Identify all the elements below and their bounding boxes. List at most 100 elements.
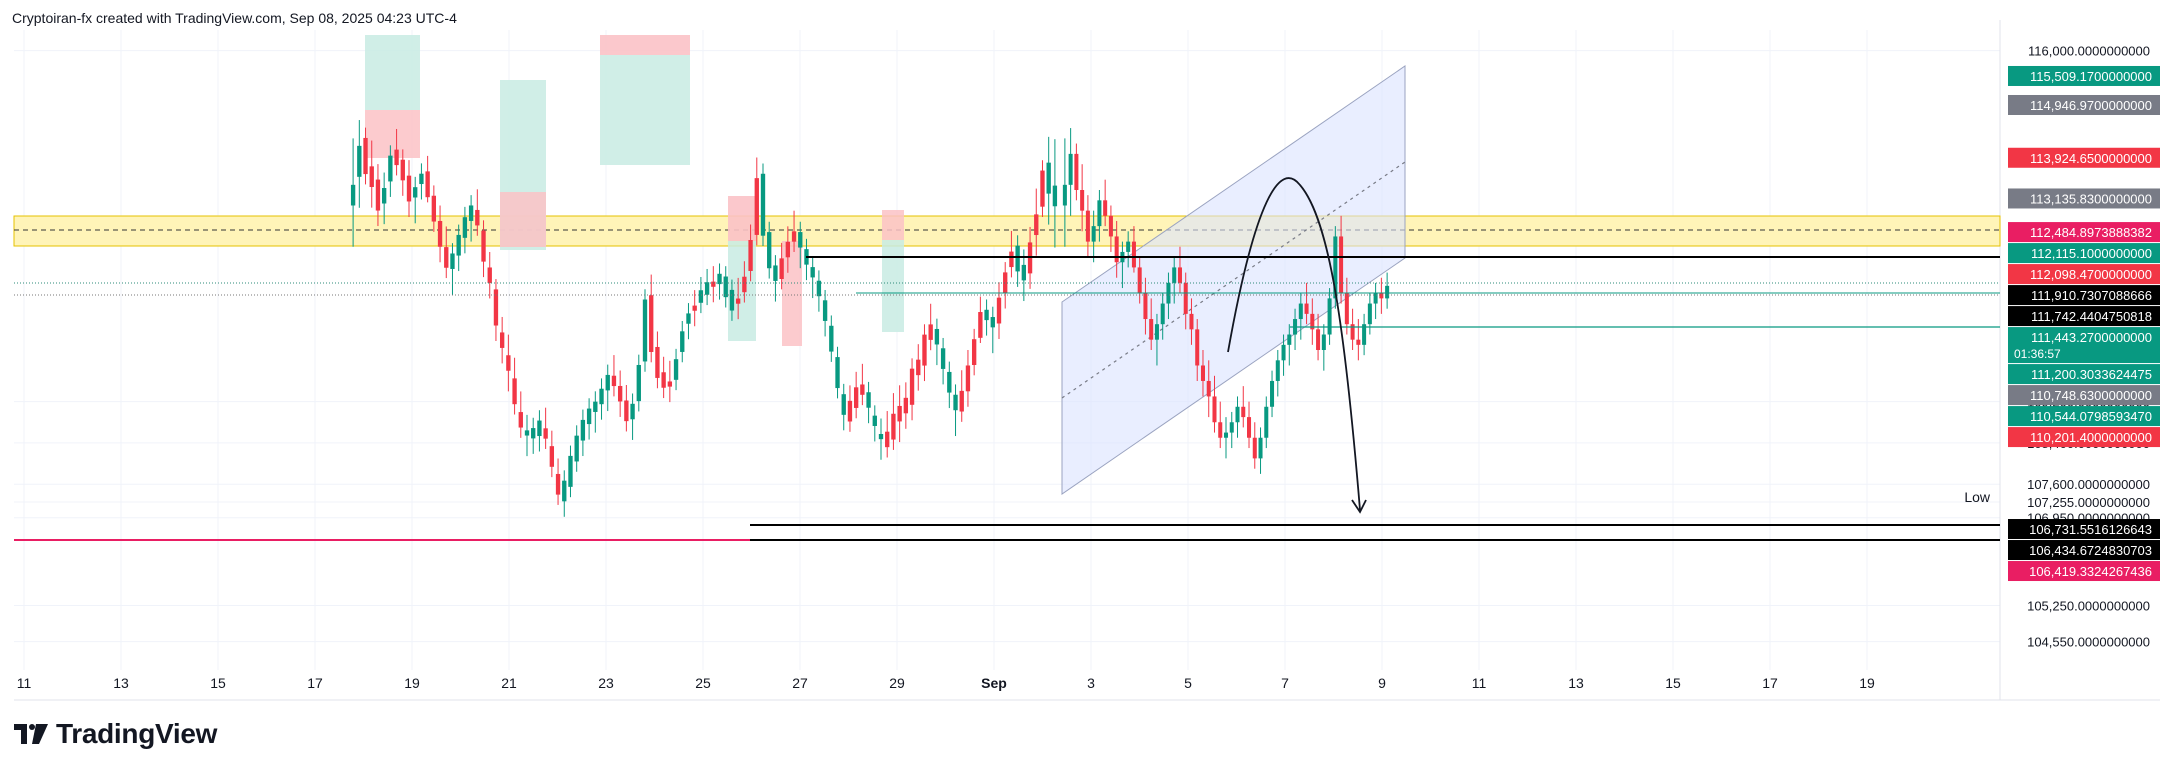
candle[interactable]	[767, 221, 772, 279]
candle[interactable]	[661, 356, 666, 399]
candle[interactable]	[1229, 411, 1234, 449]
candle[interactable]	[1379, 277, 1384, 314]
candle[interactable]	[878, 418, 884, 460]
candle[interactable]	[1131, 226, 1136, 273]
candle[interactable]	[1062, 138, 1067, 247]
candle[interactable]	[829, 315, 834, 362]
candle[interactable]	[1258, 427, 1263, 474]
candle[interactable]	[959, 370, 964, 422]
candle[interactable]	[847, 385, 853, 432]
price-label-badge[interactable]: 114,946.9700000000	[2008, 94, 2160, 115]
candle[interactable]	[1275, 350, 1280, 397]
price-label-badge[interactable]: 115,509.1700000000	[2008, 65, 2160, 86]
candle[interactable]	[562, 470, 567, 517]
candle[interactable]	[773, 255, 778, 302]
candle[interactable]	[475, 189, 480, 236]
candle[interactable]	[543, 407, 548, 449]
candle[interactable]	[555, 458, 561, 505]
candle[interactable]	[1247, 401, 1252, 449]
candle[interactable]	[642, 289, 648, 372]
candle[interactable]	[860, 363, 865, 406]
candle[interactable]	[1218, 401, 1223, 449]
price-axis[interactable]: 116,000.0000000000109,200.0000000000108,…	[1964, 44, 2160, 650]
candle[interactable]	[791, 210, 797, 252]
candle[interactable]	[1160, 293, 1165, 340]
candle[interactable]	[1195, 319, 1200, 381]
candle[interactable]	[934, 318, 940, 366]
short-position-profit-box-4[interactable]	[882, 240, 904, 332]
candle[interactable]	[462, 206, 468, 254]
candle[interactable]	[350, 138, 356, 247]
candle[interactable]	[903, 382, 909, 429]
candle[interactable]	[1154, 313, 1159, 366]
short-position-profit-box[interactable]	[600, 55, 690, 165]
candle[interactable]	[1015, 235, 1020, 287]
candle[interactable]	[518, 391, 523, 438]
candle[interactable]	[450, 243, 455, 295]
candle[interactable]	[1009, 230, 1014, 278]
candle[interactable]	[481, 220, 486, 278]
candle[interactable]	[897, 385, 902, 443]
candle[interactable]	[866, 381, 871, 424]
candle[interactable]	[1080, 164, 1085, 232]
candle[interactable]	[1040, 160, 1045, 218]
candle[interactable]	[506, 334, 511, 392]
candle[interactable]	[394, 128, 399, 176]
candle[interactable]	[990, 306, 995, 354]
candle[interactable]	[531, 417, 536, 454]
candle[interactable]	[1206, 360, 1211, 418]
candle[interactable]	[444, 226, 449, 279]
candle[interactable]	[872, 405, 877, 442]
candle[interactable]	[413, 176, 418, 224]
candle[interactable]	[655, 331, 660, 389]
candle[interactable]	[1304, 282, 1309, 325]
candle[interactable]	[400, 149, 405, 196]
candle[interactable]	[704, 268, 710, 306]
candle[interactable]	[437, 205, 443, 263]
candle[interactable]	[916, 344, 921, 391]
candle[interactable]	[1367, 293, 1372, 335]
candle[interactable]	[1298, 293, 1303, 340]
candle[interactable]	[624, 385, 629, 432]
candle[interactable]	[1183, 272, 1188, 330]
long-position-loss-box-2[interactable]	[500, 192, 546, 247]
candle[interactable]	[549, 430, 555, 478]
candle[interactable]	[357, 120, 362, 208]
price-label-badge[interactable]: 110,748.6300000000	[2008, 385, 2160, 406]
candle[interactable]	[636, 354, 641, 412]
candle[interactable]	[822, 289, 828, 337]
candle[interactable]	[1287, 324, 1292, 366]
candle[interactable]	[1235, 396, 1240, 438]
candle[interactable]	[779, 242, 784, 290]
candle[interactable]	[1103, 179, 1108, 227]
time-axis[interactable]: 11 13 15 17 19 21 23 25 27 29 Sep 3 5 7 9 11 13 15 17 19	[17, 675, 1875, 691]
candle[interactable]	[425, 155, 430, 203]
candle[interactable]	[599, 378, 604, 420]
candle[interactable]	[698, 276, 704, 314]
candle[interactable]	[363, 127, 368, 185]
candle[interactable]	[1362, 313, 1367, 356]
candle[interactable]	[723, 266, 728, 308]
candle[interactable]	[1143, 277, 1148, 335]
price-label-badge[interactable]: 106,434.6724830703	[2008, 540, 2160, 561]
candle[interactable]	[1385, 272, 1390, 309]
candle[interactable]	[1327, 288, 1332, 345]
candle[interactable]	[984, 299, 989, 336]
candle[interactable]	[1212, 375, 1217, 433]
candle[interactable]	[568, 445, 573, 498]
candle[interactable]	[686, 303, 691, 340]
candle[interactable]	[1046, 136, 1051, 225]
candle[interactable]	[375, 164, 381, 227]
candle[interactable]	[1085, 195, 1090, 258]
candle[interactable]	[1252, 422, 1257, 469]
price-label-badge[interactable]: 111,742.4404750818	[2008, 306, 2160, 327]
candle[interactable]	[816, 270, 822, 312]
candle[interactable]	[611, 355, 617, 397]
long-position-loss-box[interactable]	[365, 110, 420, 158]
candle[interactable]	[1052, 139, 1058, 248]
candle[interactable]	[965, 349, 971, 407]
candle[interactable]	[499, 316, 505, 364]
candle[interactable]	[922, 324, 927, 382]
